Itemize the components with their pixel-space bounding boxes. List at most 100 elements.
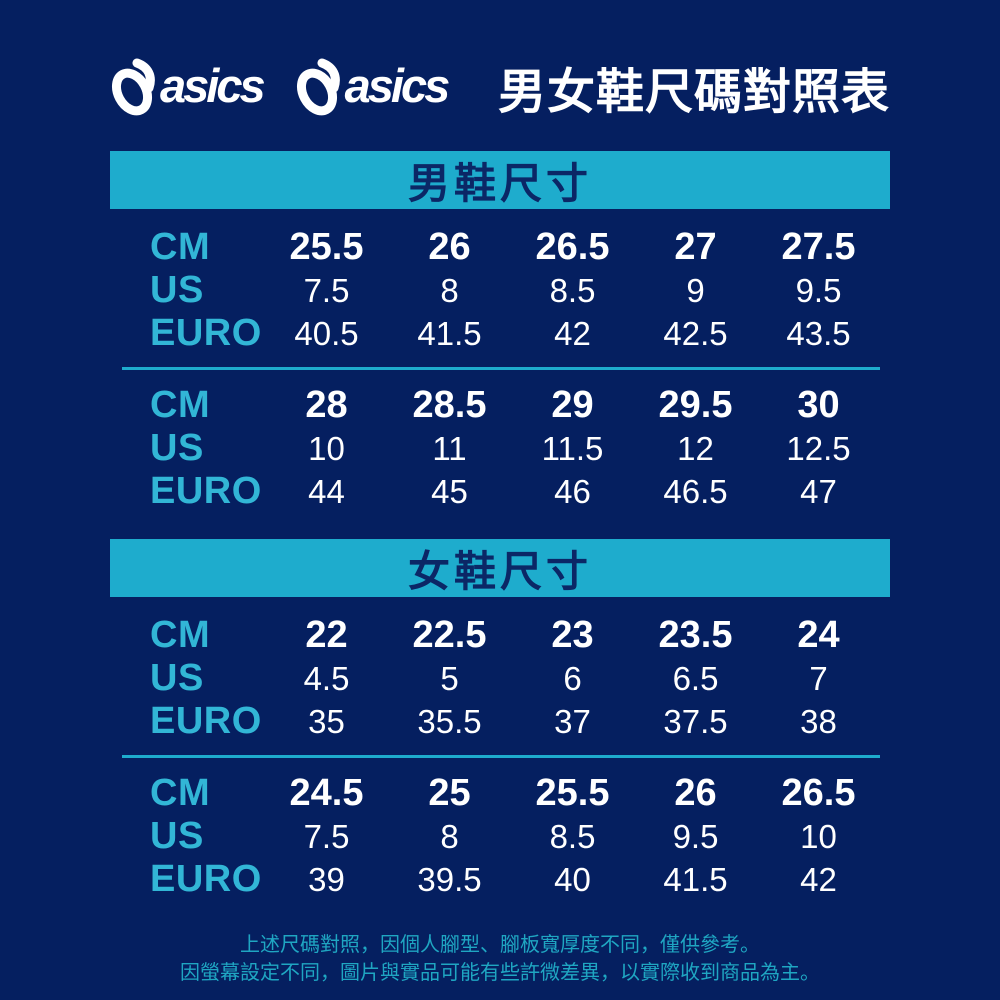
size-cell: 7.5 [303, 271, 350, 309]
size-chart-page: asics asics 男女鞋尺碼對照表 男鞋尺寸 CM 25.5 2 [110, 0, 890, 987]
size-cell: 42.5 [663, 314, 728, 352]
size-row-euro: EURO 35 35.5 37 37.5 38 [110, 700, 890, 743]
size-row-euro: EURO 40.5 41.5 42 42.5 43.5 [110, 312, 890, 355]
size-cell: 40 [554, 860, 591, 898]
brand-logos: asics asics [110, 58, 451, 116]
mens-section: 男鞋尺寸 CM 25.5 26 26.5 27 27.5 US 7.5 8 8.… [110, 151, 890, 513]
size-cell: 25 [428, 772, 471, 814]
size-row-us: US 7.5 8 8.5 9.5 10 [110, 815, 890, 858]
size-cell: 42 [800, 860, 837, 898]
size-cell: 26.5 [781, 772, 856, 814]
mens-banner: 男鞋尺寸 [110, 151, 890, 209]
size-cell: 8.5 [549, 271, 596, 309]
section-divider [122, 367, 880, 370]
size-cell: 23 [551, 614, 594, 656]
size-cell: 26 [674, 772, 717, 814]
size-cell: 25.5 [289, 226, 364, 268]
size-row-cm: CM 24.5 25 25.5 26 26.5 [110, 772, 890, 815]
size-row-us: US 7.5 8 8.5 9 9.5 [110, 269, 890, 312]
size-cell: 11 [432, 429, 467, 467]
size-cell: 7.5 [303, 817, 350, 855]
size-row-euro: EURO 44 45 46 46.5 47 [110, 470, 890, 513]
mens-banner-label: 男鞋尺寸 [407, 159, 592, 207]
row-label-us: US [150, 815, 204, 857]
size-cell: 38 [800, 702, 837, 740]
size-cell: 24.5 [289, 772, 364, 814]
size-cell: 47 [800, 472, 837, 510]
row-label-euro: EURO [150, 470, 262, 512]
mens-size-block-1: CM 25.5 26 26.5 27 27.5 US 7.5 8 8.5 9 9… [110, 226, 890, 355]
size-cell: 25.5 [535, 772, 610, 814]
size-cell: 26.5 [535, 226, 610, 268]
size-row-us: US 10 11 11.5 12 12.5 [110, 427, 890, 470]
size-cell: 37 [554, 702, 591, 740]
row-label-us: US [150, 657, 204, 699]
size-row-cm: CM 25.5 26 26.5 27 27.5 [110, 226, 890, 269]
size-cell: 10 [308, 429, 345, 467]
size-cell: 8.5 [549, 817, 596, 855]
size-cell: 39.5 [417, 860, 482, 898]
header: asics asics 男女鞋尺碼對照表 [110, 0, 890, 122]
size-cell: 45 [431, 472, 468, 510]
size-cell: 11.5 [541, 429, 604, 467]
size-row-euro: EURO 39 39.5 40 41.5 42 [110, 858, 890, 901]
size-cell: 9 [686, 271, 705, 309]
womens-section: 女鞋尺寸 CM 22 22.5 23 23.5 24 US 4.5 5 6 6.… [110, 539, 890, 901]
size-cell: 6.5 [672, 659, 719, 697]
asics-spiral-icon [296, 58, 340, 116]
row-label-cm: CM [150, 226, 211, 268]
womens-banner: 女鞋尺寸 [110, 539, 890, 597]
size-cell: 43.5 [786, 314, 851, 352]
size-cell: 12.5 [786, 429, 851, 467]
size-cell: 7 [809, 659, 828, 697]
page-title: 男女鞋尺碼對照表 [497, 66, 890, 119]
size-cell: 42 [554, 314, 591, 352]
size-cell: 27 [674, 226, 717, 268]
disclaimer-line-2: 因螢幕設定不同，圖片與實品可能有些許微差異，以實際收到商品為主。 [180, 962, 820, 984]
size-cell: 28 [305, 384, 348, 426]
size-cell: 29 [551, 384, 594, 426]
row-label-euro: EURO [150, 700, 262, 742]
size-cell: 44 [308, 472, 345, 510]
size-cell: 41.5 [417, 314, 482, 352]
asics-wordmark: asics [344, 58, 451, 112]
size-row-cm: CM 22 22.5 23 23.5 24 [110, 614, 890, 657]
size-cell: 9.5 [672, 817, 719, 855]
footer-disclaimer: 上述尺碼對照，因個人腳型、腳板寬厚度不同，僅供參考。 因螢幕設定不同，圖片與實品… [110, 931, 890, 987]
asics-spiral-icon [111, 58, 155, 116]
size-cell: 35 [308, 702, 345, 740]
section-divider [122, 755, 880, 758]
size-cell: 28.5 [412, 384, 487, 426]
size-cell: 46 [554, 472, 591, 510]
size-cell: 40.5 [294, 314, 359, 352]
size-cell: 41.5 [663, 860, 728, 898]
size-cell: 22.5 [412, 614, 487, 656]
size-cell: 39 [308, 860, 345, 898]
row-label-us: US [150, 269, 204, 311]
size-cell: 12 [677, 429, 714, 467]
row-label-cm: CM [150, 772, 211, 814]
asics-logo-primary: asics [110, 58, 266, 116]
row-label-cm: CM [150, 384, 211, 426]
womens-banner-label: 女鞋尺寸 [407, 547, 592, 595]
size-cell: 26 [428, 226, 471, 268]
size-cell: 8 [440, 817, 459, 855]
size-cell: 22 [305, 614, 348, 656]
size-cell: 30 [797, 384, 840, 426]
size-cell: 5 [440, 659, 459, 697]
row-label-euro: EURO [150, 858, 262, 900]
asics-logo-secondary: asics [295, 58, 451, 116]
womens-size-block-1: CM 22 22.5 23 23.5 24 US 4.5 5 6 6.5 7 E… [110, 614, 890, 743]
size-cell: 27.5 [781, 226, 856, 268]
mens-size-block-2: CM 28 28.5 29 29.5 30 US 10 11 11.5 12 1… [110, 384, 890, 513]
size-cell: 29.5 [658, 384, 733, 426]
asics-wordmark: asics [160, 58, 266, 112]
size-cell: 24 [797, 614, 840, 656]
size-row-us: US 4.5 5 6 6.5 7 [110, 657, 890, 700]
row-label-euro: EURO [150, 312, 262, 354]
row-label-cm: CM [150, 614, 211, 656]
size-cell: 6 [563, 659, 582, 697]
size-row-cm: CM 28 28.5 29 29.5 30 [110, 384, 890, 427]
row-label-us: US [150, 427, 204, 469]
size-cell: 8 [440, 271, 459, 309]
